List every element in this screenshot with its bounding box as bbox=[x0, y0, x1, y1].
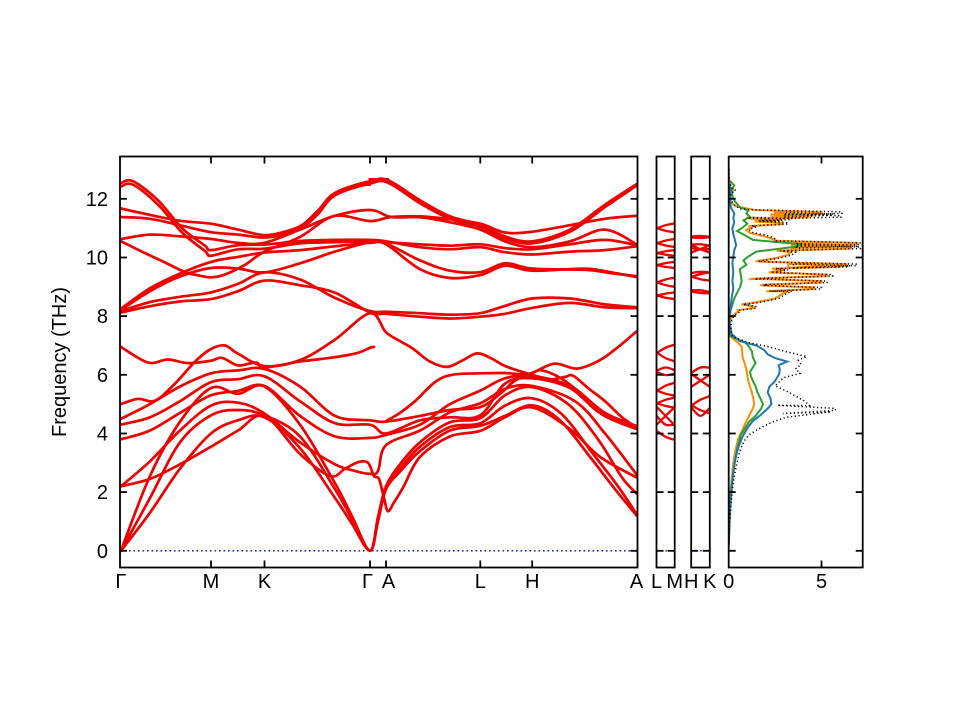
svg-text:8: 8 bbox=[97, 306, 108, 328]
svg-text:K: K bbox=[703, 571, 717, 593]
svg-text:Frequency (THz): Frequency (THz) bbox=[49, 287, 71, 437]
svg-text:0: 0 bbox=[97, 541, 108, 563]
svg-text:2: 2 bbox=[97, 482, 108, 504]
svg-text:A: A bbox=[630, 571, 644, 593]
svg-text:Γ: Γ bbox=[115, 571, 126, 593]
svg-text:A: A bbox=[382, 571, 396, 593]
svg-text:10: 10 bbox=[86, 248, 108, 270]
svg-text:12: 12 bbox=[86, 189, 108, 211]
svg-text:M: M bbox=[666, 571, 683, 593]
svg-text:5: 5 bbox=[816, 571, 827, 593]
svg-text:L: L bbox=[475, 571, 486, 593]
svg-text:Γ: Γ bbox=[362, 571, 373, 593]
svg-text:L: L bbox=[651, 571, 662, 593]
svg-text:H: H bbox=[525, 571, 539, 593]
svg-text:6: 6 bbox=[97, 365, 108, 387]
svg-text:4: 4 bbox=[97, 424, 108, 446]
svg-text:K: K bbox=[258, 571, 272, 593]
svg-text:H: H bbox=[684, 571, 698, 593]
svg-text:0: 0 bbox=[723, 571, 734, 593]
svg-text:M: M bbox=[203, 571, 220, 593]
